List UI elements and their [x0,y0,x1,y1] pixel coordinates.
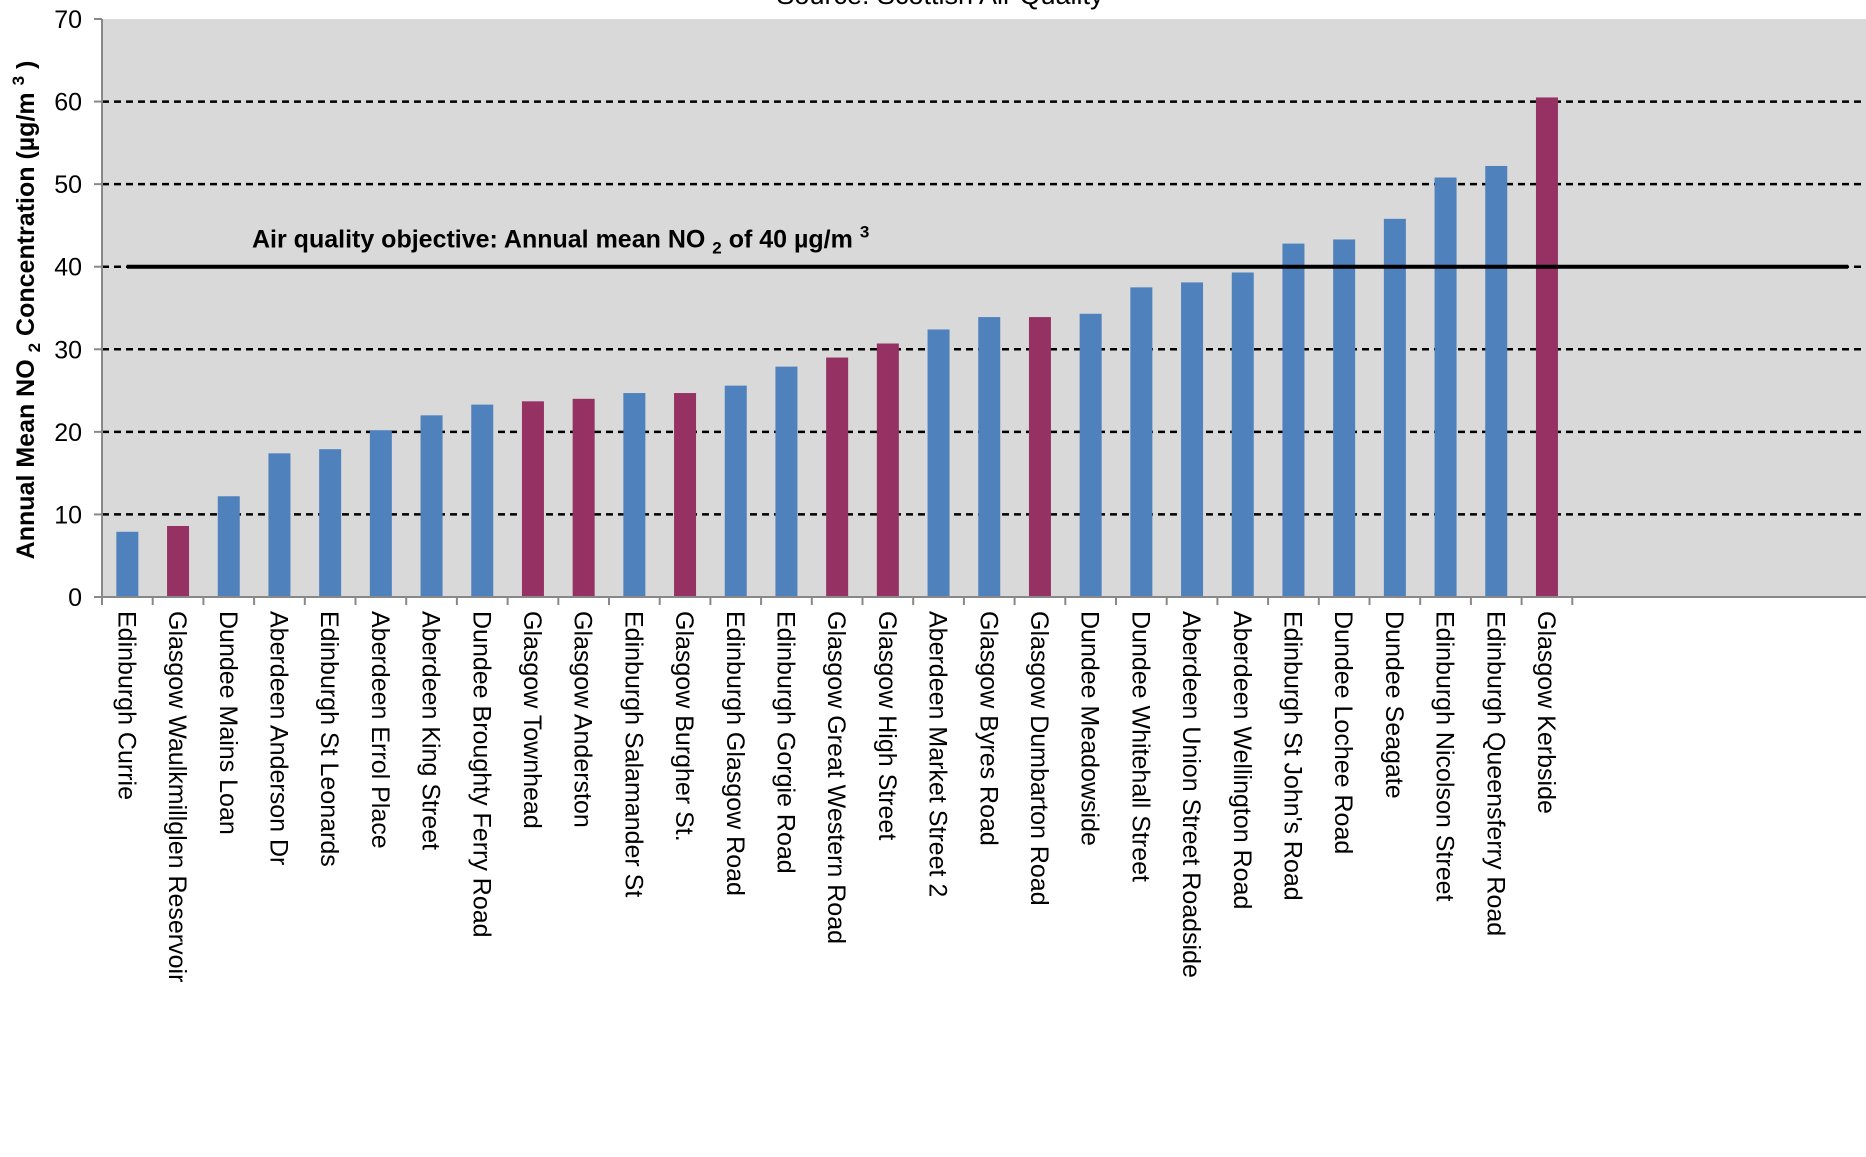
bar-14 [826,357,849,597]
bar-10 [623,393,646,597]
y-axis-title-sub: 2 [25,343,44,352]
x-category-label: Aberdeen Errol Place [366,611,394,849]
bar-23 [1282,243,1305,597]
bar-11 [674,393,697,597]
x-category-label: Aberdeen Market Street 2 [924,611,952,897]
bar-16 [927,329,950,597]
objective-label-sup: 3 [860,223,869,242]
bar-4 [319,449,342,597]
objective-label-sub: 2 [712,239,721,258]
x-category-label: Glasgow Waulkmillglen Reservoir [163,611,191,982]
chart-source: Source: Scottish Air Quality [776,0,1104,10]
bar-0 [116,531,139,597]
bar-1 [167,525,190,597]
bar-25 [1383,218,1406,597]
y-axis-title-end: ) [12,61,40,69]
bar-17 [978,317,1001,597]
bar-24 [1333,239,1356,598]
x-category-label: Aberdeen Union Street Roadside [1177,611,1205,978]
bar-19 [1079,313,1102,597]
x-category-labels: Edinburgh Currie Glasgow Waulkmillglen Re… [112,611,1560,982]
x-category-label: Dundee Meadowside [1076,611,1104,846]
bar-22 [1231,272,1254,597]
bar-26 [1434,177,1457,597]
x-category-label: Dundee Lochee Road [1329,611,1357,854]
x-category-label: Glasgow Anderston [569,611,597,828]
y-tick-label: 60 [54,89,82,117]
y-tick-label: 40 [54,254,82,282]
x-category-label: Glasgow Kerbside [1532,611,1560,814]
bar-9 [572,398,595,597]
y-axis-title-sup: 3 [9,76,28,85]
x-category-label: Dundee Mains Loan [214,611,242,835]
x-category-label: Edinburgh Salamander St [619,611,647,897]
bar-21 [1181,282,1204,597]
x-category-label: Glasgow Burgher St. [670,611,698,842]
x-category-label: Dundee Seagate [1380,611,1408,799]
bar-6 [420,415,443,597]
x-category-label: Dundee Whitehall Street [1126,611,1154,882]
y-tick-label: 10 [54,501,82,529]
x-category-label: Edinburgh Nicolson Street [1431,611,1459,901]
bar-20 [1130,287,1153,597]
y-tick-label: 0 [68,584,82,612]
objective-label-main: Air quality objective: Annual mean NO [252,226,705,254]
bar-12 [724,385,747,597]
x-category-label: Edinburgh Currie [112,611,140,800]
x-category-label: Glasgow Byres Road [974,611,1002,846]
bar-13 [775,366,798,597]
x-category-label: Edinburgh Glasgow Road [721,611,749,896]
x-category-label: Glasgow Great Western Road [822,611,850,944]
bar-27 [1485,165,1508,597]
bar-series [116,97,1558,598]
objective-group: Air quality objective: Annual mean NO 2 … [127,223,1848,269]
axes [94,18,1866,605]
y-axis-title: Annual Mean NO 2 Concentration (µg/m 3 ) [2,61,46,560]
x-category-label: Edinburgh St Leonards [315,611,343,867]
bar-2 [217,496,240,597]
y-axis-title-main: Annual Mean NO [12,359,40,559]
bar-3 [268,453,291,597]
x-category-label: Edinburgh Gorgie Road [771,611,799,874]
x-category-label: Glasgow Dumbarton Road [1025,611,1053,906]
x-category-label: Edinburgh St John's Road [1278,611,1306,901]
y-tick-label: 50 [54,171,82,199]
x-category-label: Aberdeen Wellington Road [1228,611,1256,909]
x-category-label: Aberdeen Anderson Dr [264,611,292,865]
x-category-label: Glasgow High Street [873,611,901,840]
bar-7 [471,404,494,597]
y-tick-label: 70 [54,6,82,34]
y-tick-label: 20 [54,419,82,447]
y-tick-labels: 0 10 20 30 40 50 60 70 [54,6,82,612]
x-category-label: Dundee Broughty Ferry Road [467,611,495,938]
objective-label: Air quality objective: Annual mean NO 2 … [252,223,869,260]
x-category-label: Glasgow Townhead [518,611,546,829]
y-axis-title-rest: Concentration (µg/m [12,92,40,336]
bar-15 [876,343,899,597]
x-category-label: Aberdeen King Street [417,611,445,850]
bar-28 [1535,97,1558,597]
y-tick-label: 30 [54,336,82,364]
bar-8 [521,401,544,597]
objective-label-rest: of 40 µg/m [729,226,853,254]
bar-5 [369,430,392,597]
x-category-label: Edinburgh Queensferry Road [1481,611,1509,936]
bar-18 [1028,317,1051,597]
